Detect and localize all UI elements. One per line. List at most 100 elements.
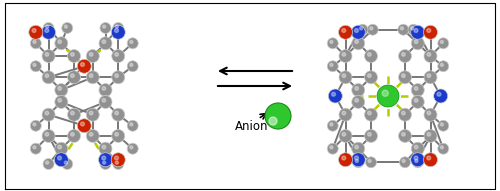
Circle shape [130, 63, 133, 66]
Circle shape [58, 99, 61, 102]
Circle shape [70, 53, 74, 56]
Circle shape [424, 153, 438, 167]
Circle shape [33, 123, 36, 126]
Circle shape [415, 159, 418, 163]
Circle shape [54, 153, 68, 167]
Circle shape [102, 40, 106, 44]
Circle shape [412, 157, 423, 168]
Circle shape [368, 74, 371, 78]
Circle shape [354, 28, 358, 32]
Circle shape [356, 159, 358, 163]
Circle shape [424, 25, 438, 39]
Circle shape [68, 49, 80, 62]
Circle shape [102, 156, 106, 160]
Circle shape [352, 37, 365, 50]
Circle shape [86, 71, 100, 84]
Circle shape [102, 25, 106, 28]
Circle shape [424, 71, 437, 84]
Circle shape [43, 159, 54, 169]
Circle shape [411, 96, 424, 108]
Circle shape [99, 96, 112, 108]
Circle shape [327, 120, 338, 131]
Circle shape [30, 38, 42, 49]
Circle shape [411, 153, 425, 167]
Circle shape [100, 159, 111, 169]
Circle shape [440, 63, 444, 66]
Circle shape [58, 145, 61, 149]
Circle shape [414, 156, 418, 160]
Circle shape [364, 129, 378, 142]
Circle shape [102, 87, 106, 90]
Circle shape [364, 49, 378, 62]
Circle shape [427, 74, 430, 78]
Circle shape [440, 146, 444, 149]
Circle shape [62, 23, 73, 33]
Circle shape [342, 156, 345, 160]
Circle shape [338, 25, 352, 39]
Circle shape [414, 40, 418, 44]
Circle shape [327, 61, 338, 72]
Circle shape [115, 74, 118, 78]
Circle shape [434, 89, 448, 103]
Circle shape [113, 159, 124, 169]
Circle shape [43, 23, 54, 33]
Circle shape [438, 120, 449, 131]
Circle shape [127, 143, 138, 154]
Circle shape [30, 143, 42, 154]
Circle shape [100, 23, 111, 33]
Circle shape [112, 49, 125, 62]
Circle shape [400, 157, 410, 168]
Circle shape [112, 71, 125, 84]
Circle shape [368, 133, 371, 136]
Circle shape [339, 71, 352, 84]
Circle shape [368, 111, 371, 115]
Circle shape [355, 40, 358, 44]
Circle shape [130, 123, 133, 126]
Circle shape [352, 142, 365, 155]
Circle shape [55, 37, 68, 50]
Circle shape [342, 28, 345, 32]
Circle shape [86, 108, 100, 121]
Circle shape [364, 71, 378, 84]
Circle shape [78, 119, 92, 133]
Circle shape [411, 37, 424, 50]
Circle shape [355, 87, 358, 90]
Circle shape [42, 25, 56, 39]
Circle shape [411, 25, 425, 39]
Circle shape [86, 129, 100, 142]
Circle shape [339, 49, 352, 62]
Circle shape [367, 24, 378, 35]
Circle shape [32, 28, 36, 32]
Circle shape [398, 24, 409, 35]
Circle shape [414, 87, 418, 90]
Circle shape [33, 40, 36, 44]
Circle shape [342, 133, 345, 136]
Circle shape [90, 133, 93, 136]
Circle shape [398, 129, 411, 142]
Circle shape [402, 53, 405, 56]
Circle shape [90, 111, 93, 115]
Circle shape [55, 96, 68, 108]
Circle shape [438, 61, 449, 72]
Circle shape [70, 74, 74, 78]
Circle shape [328, 89, 342, 103]
Circle shape [440, 123, 444, 126]
Circle shape [58, 156, 62, 160]
Circle shape [55, 83, 68, 96]
Circle shape [352, 96, 365, 108]
Circle shape [90, 53, 93, 56]
Circle shape [355, 145, 358, 149]
Circle shape [265, 103, 291, 129]
Circle shape [112, 129, 125, 142]
Circle shape [130, 40, 133, 44]
Circle shape [427, 156, 430, 160]
Circle shape [58, 40, 61, 44]
Circle shape [115, 111, 118, 115]
Circle shape [351, 25, 365, 39]
Circle shape [64, 25, 68, 28]
Circle shape [45, 28, 49, 32]
Circle shape [68, 129, 80, 142]
Circle shape [402, 74, 405, 78]
Circle shape [30, 120, 42, 131]
Circle shape [112, 153, 126, 167]
